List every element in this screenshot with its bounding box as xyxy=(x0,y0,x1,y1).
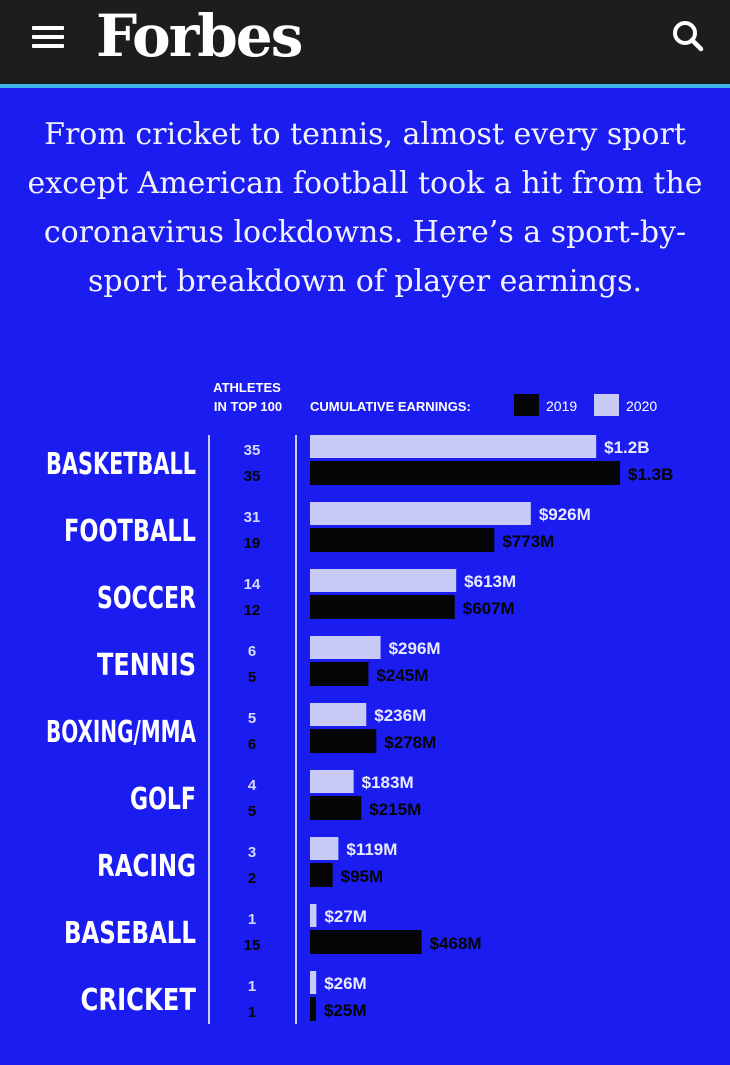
athletes-count-2020: 1 xyxy=(248,978,256,995)
search-icon[interactable] xyxy=(670,18,706,54)
data-label-2020: $613M xyxy=(464,572,516,591)
bar-2019 xyxy=(310,997,316,1021)
data-label-2020: $119M xyxy=(346,840,397,859)
bar-2020 xyxy=(310,703,367,726)
athletes-count-2020: 14 xyxy=(244,576,261,593)
category-label: RACING xyxy=(97,849,196,884)
menu-line xyxy=(32,35,64,39)
athletes-count-2020: 31 xyxy=(244,509,261,526)
data-label-2020: $236M xyxy=(374,706,426,725)
athletes-count-2019: 2 xyxy=(248,870,256,887)
athletes-count-2019: 12 xyxy=(244,602,261,619)
athletes-count-2020: 5 xyxy=(248,710,256,727)
category-label: BASEBALL xyxy=(64,916,196,951)
bar-2019 xyxy=(310,729,377,753)
sports-earnings-bar-chart: ATHLETES IN TOP 100 CUMULATIVE EARNINGS: 20… xyxy=(46,380,673,1024)
bar-2019 xyxy=(310,662,369,686)
data-label-2020: $26M xyxy=(324,974,367,993)
bar-2019 xyxy=(310,863,333,887)
data-label-2020: $1.2B xyxy=(604,438,649,457)
menu-line xyxy=(32,26,64,30)
data-label-2019: $245M xyxy=(376,666,428,685)
menu-line xyxy=(32,44,64,48)
athletes-count-2019: 5 xyxy=(248,803,256,820)
category-label: TENNIS xyxy=(97,648,196,683)
athletes-count-2019: 19 xyxy=(244,535,261,552)
data-label-2020: $926M xyxy=(539,505,591,524)
bar-2019 xyxy=(310,461,620,485)
data-label-2020: $183M xyxy=(362,773,414,792)
forbes-logo[interactable]: Forbes xyxy=(96,2,303,70)
athletes-count-2019: 15 xyxy=(244,937,261,954)
bar-2020 xyxy=(310,971,317,994)
legend-label-2019: 2019 xyxy=(546,398,577,414)
athletes-count-2020: 3 xyxy=(248,844,256,861)
bar-2020 xyxy=(310,435,597,458)
bar-2020 xyxy=(310,904,317,927)
bar-2020 xyxy=(310,770,354,793)
athletes-header: IN TOP 100 xyxy=(214,399,282,414)
data-label-2019: $468M xyxy=(430,934,482,953)
category-label: GOLF xyxy=(130,782,196,817)
bar-2019 xyxy=(310,595,455,619)
athletes-count-2020: 6 xyxy=(248,643,256,660)
legend-swatch-2019 xyxy=(514,394,539,416)
bar-2020 xyxy=(310,636,381,659)
data-label-2019: $215M xyxy=(369,800,421,819)
data-label-2019: $95M xyxy=(341,867,384,886)
athletes-count-2020: 35 xyxy=(244,442,261,459)
data-label-2019: $607M xyxy=(463,599,515,618)
bar-2020 xyxy=(310,569,457,592)
hamburger-menu-icon[interactable] xyxy=(32,26,64,48)
athletes-header: ATHLETES xyxy=(213,380,281,395)
bar-2020 xyxy=(310,502,531,525)
top-navigation-bar: Forbes xyxy=(0,0,730,88)
data-label-2019: $773M xyxy=(502,532,554,551)
bar-2019 xyxy=(310,528,495,552)
category-label: SOCCER xyxy=(97,581,196,616)
data-label-2020: $296M xyxy=(389,639,441,658)
category-label: FOOTBALL xyxy=(64,514,196,549)
data-label-2020: $27M xyxy=(324,907,367,926)
category-label: BOXING/MMA xyxy=(46,715,197,750)
bar-2020 xyxy=(310,837,339,860)
category-label: BASKETBALL xyxy=(46,447,196,482)
category-label: CRICKET xyxy=(81,983,197,1018)
data-label-2019: $25M xyxy=(324,1001,367,1020)
athletes-count-2020: 1 xyxy=(248,911,256,928)
intro-text: From cricket to tennis, almost every spo… xyxy=(27,117,703,299)
legend-swatch-2020 xyxy=(594,394,619,416)
legend-label-2020: 2020 xyxy=(626,398,657,414)
earnings-header: CUMULATIVE EARNINGS: xyxy=(310,399,471,414)
athletes-count-2019: 6 xyxy=(248,736,256,753)
athletes-count-2020: 4 xyxy=(248,777,257,794)
athletes-count-2019: 1 xyxy=(248,1004,256,1021)
athletes-count-2019: 5 xyxy=(248,669,256,686)
data-label-2019: $1.3B xyxy=(628,465,673,484)
bar-2019 xyxy=(310,796,362,820)
bar-2019 xyxy=(310,930,422,954)
data-label-2019: $278M xyxy=(384,733,436,752)
athletes-count-2019: 35 xyxy=(244,468,261,485)
